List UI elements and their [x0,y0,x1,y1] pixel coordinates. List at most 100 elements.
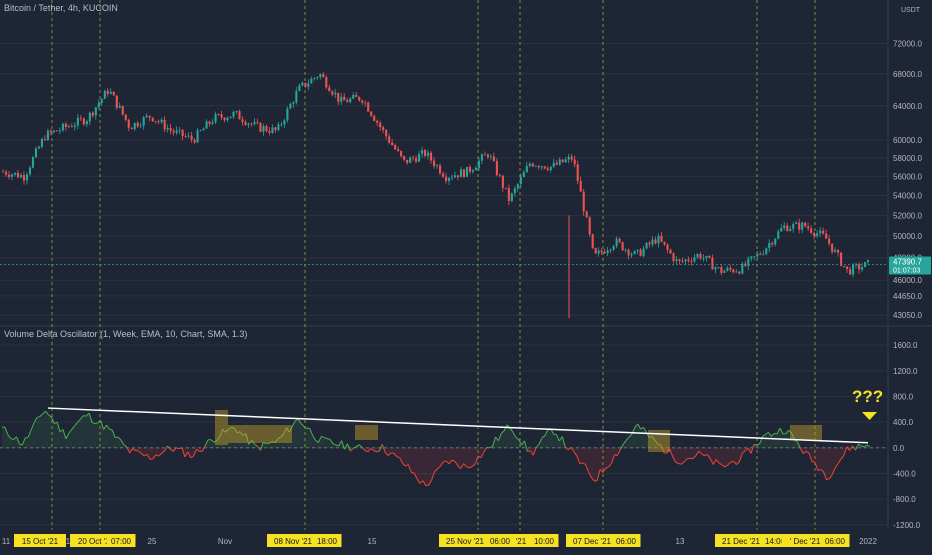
candle-body [325,77,327,87]
candle-body [681,261,683,262]
candle-body [586,211,588,217]
candle-body [445,177,447,181]
candle-body [690,261,692,262]
candle-body [577,164,579,181]
candle-body [373,116,375,121]
osc-line-segment [678,464,681,465]
candle-body [403,156,405,160]
candle-body [666,245,668,250]
candle-body [215,114,217,122]
candle-body [179,130,181,131]
candle-body [460,169,462,177]
price-tick-label: 44650.0 [893,292,922,301]
candle-body [819,231,821,234]
candle-body [735,272,737,273]
time-tick-label: 15 [368,537,377,546]
candle-body [223,118,225,121]
osc-tick-label: 1200.0 [893,367,918,376]
candle-body [247,124,249,125]
candle-body [343,97,345,100]
candle-body [379,123,381,127]
candle-body [95,107,97,115]
candle-body [304,83,306,87]
candle-body [780,228,782,231]
candle-body [107,91,109,94]
candle-body [104,91,106,99]
candle-body [457,175,459,177]
candle-body [810,228,812,233]
candle-body [65,124,67,127]
candle-body [238,111,240,119]
osc-line-segment [25,437,28,438]
candle-body [831,244,833,252]
candle-body [619,239,621,242]
candle-body [442,173,444,176]
candle-body [286,109,288,121]
candle-body [448,178,450,181]
candle-body [23,175,25,181]
candle-body [526,166,528,172]
time-tick-label: 06:00 [825,537,846,546]
candle-body [385,130,387,136]
candle-body [11,174,13,177]
candle-body [637,250,639,251]
candle-body [660,236,662,242]
candle-body [128,120,130,128]
candle-body [786,225,788,231]
candle-body [523,172,525,177]
candle-body [753,256,755,257]
candle-body [613,246,615,249]
candle-body [188,136,190,137]
candle-body [514,188,516,193]
currency-label: USDT [901,7,921,14]
time-tick-label: 25 [148,537,157,546]
candle-body [777,231,779,238]
candle-body [768,243,770,248]
candle-body [675,259,677,261]
time-tick-label: 13 [676,537,685,546]
candle-body [771,243,773,244]
candle-body [56,130,58,131]
candle-body [541,166,543,167]
price-tick-label: 52000.0 [893,211,922,220]
candle-body [607,250,609,253]
candle-body [732,270,734,273]
candle-body [547,169,549,170]
candle-body [218,114,220,115]
candle-body [643,249,645,256]
candle-body [481,154,483,160]
candle-body [652,239,654,244]
candle-body [490,156,492,157]
candle-body [116,95,118,107]
candle-body [349,99,351,103]
candle-body [253,122,255,124]
candle-body [792,224,794,229]
candle-body [331,91,333,94]
candle-body [834,250,836,252]
candle-body [316,77,318,78]
candle-body [86,121,88,124]
time-tick-label: 25 Nov '21 [446,537,485,546]
candle-body [101,99,103,103]
annotation-label: ??? [852,387,883,406]
candle-body [364,103,366,104]
candle-body [74,126,76,128]
candle-body [699,254,701,258]
candle-body [152,118,154,122]
candle-body [209,121,211,123]
candle-body [2,172,4,173]
candle-body [837,250,839,253]
candle-body [439,165,441,173]
candle-body [816,233,818,236]
indicator-title: Volume Delta Oscillator (1, Week, EMA, 1… [4,329,247,339]
candle-body [307,83,309,86]
candle-body [708,256,710,258]
candle-body [840,253,842,266]
candle-body [44,139,46,140]
price-tick-label: 43050.0 [893,311,922,320]
candle-body [705,256,707,258]
candle-body [259,123,261,132]
